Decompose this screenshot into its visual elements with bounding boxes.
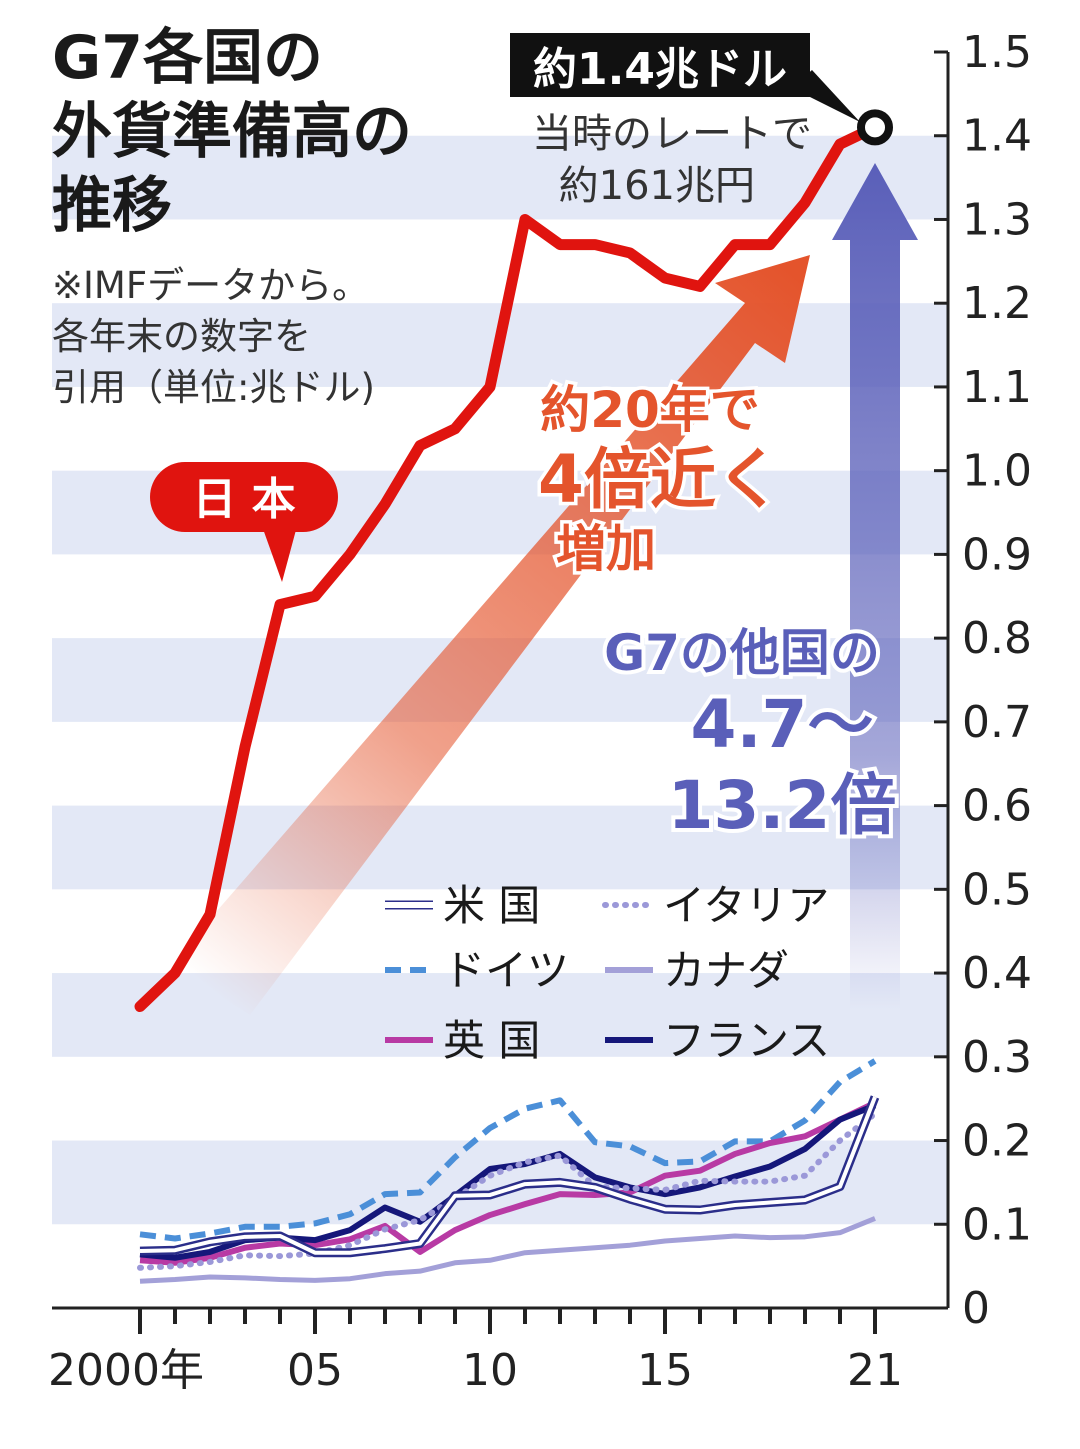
legend-item-フランス: フランス bbox=[605, 1016, 830, 1065]
bubble-text: 日 本 bbox=[192, 474, 295, 525]
blue-line-2: 4.7〜 bbox=[691, 686, 874, 763]
legend-label: 米 国 bbox=[443, 881, 540, 930]
peak-callout: 約1.4兆ドル 当時のレートで 約161兆円 bbox=[510, 33, 860, 209]
y-tick-label: 1.3 bbox=[962, 194, 1032, 245]
note-line-3: 引用（単位:兆ドル) bbox=[52, 366, 375, 409]
legend-label: 英 国 bbox=[443, 1016, 540, 1065]
orange-line-2: 4倍近く bbox=[538, 441, 782, 518]
note-line-1: ※IMFデータから。 bbox=[52, 264, 369, 307]
orange-line-1: 約20年で bbox=[540, 381, 760, 439]
x-tick-label: 21 bbox=[847, 1345, 903, 1396]
legend-item-イタリア: イタリア bbox=[602, 881, 829, 930]
y-tick-marks bbox=[934, 50, 948, 1310]
legend-label: カナダ bbox=[663, 946, 789, 995]
y-tick-label: 0 bbox=[962, 1283, 990, 1334]
y-tick-label: 0.5 bbox=[962, 864, 1032, 915]
japan-2021-marker bbox=[857, 109, 893, 146]
y-tick-label: 0.6 bbox=[962, 781, 1032, 832]
callout-label: 約1.4兆ドル bbox=[533, 44, 787, 95]
blue-multiple-arrow bbox=[832, 163, 918, 1012]
orange-line-3: 増加 bbox=[556, 520, 656, 578]
y-tick-labels: 0 0.1 0.2 0.3 0.4 0.5 0.6 0.7 0.8 0.9 1.0 1.1 1.2 1.3… bbox=[962, 27, 1032, 1334]
y-tick-label: 0.9 bbox=[962, 529, 1032, 580]
title-line-1: G7各国の bbox=[52, 23, 323, 93]
legend-item-ドイツ: ドイツ bbox=[385, 946, 569, 995]
series-line-日本 bbox=[134, 121, 881, 1013]
y-tick-label: 1.2 bbox=[962, 278, 1032, 329]
chart-title: G7各国の 外貨準備高の 推移 ※IMFデータから。 各年末の数字を 引用（単位… bbox=[52, 23, 412, 409]
legend-item-米国: 米 国 bbox=[385, 881, 540, 930]
x-tick-marks bbox=[138, 1308, 877, 1334]
y-tick-label: 0.7 bbox=[962, 697, 1032, 748]
x-tick-label: 15 bbox=[637, 1345, 693, 1396]
y-tick-label: 1.1 bbox=[962, 362, 1032, 413]
y-tick-label: 1.5 bbox=[962, 27, 1032, 78]
blue-annotation: G7の他国の 4.7〜 13.2倍 bbox=[600, 620, 900, 848]
legend-item-英国: 英 国 bbox=[385, 1016, 540, 1065]
series-line-英国 bbox=[139, 1100, 877, 1266]
series-lines bbox=[134, 121, 881, 1284]
grid-band bbox=[52, 805, 948, 890]
y-tick-label: 0.2 bbox=[962, 1116, 1032, 1167]
y-tick-label: 0.1 bbox=[962, 1199, 1032, 1250]
series-line-イタリア bbox=[137, 1110, 878, 1271]
x-tick-labels: 2000年 05 10 15 21 bbox=[48, 1345, 903, 1396]
legend-label: イタリア bbox=[663, 881, 829, 930]
callout-box bbox=[510, 33, 810, 97]
axes: 0 0.1 0.2 0.3 0.4 0.5 0.6 0.7 0.8 0.9 1.0 1.1 1.2 1.3… bbox=[48, 27, 1032, 1396]
y-tick-label: 0.8 bbox=[962, 613, 1032, 664]
orange-annotation: 約20年で 4倍近く 増加 bbox=[535, 378, 786, 582]
grid-band bbox=[52, 973, 948, 1057]
y-tick-label: 0.4 bbox=[962, 948, 1032, 999]
series-line-ドイツ bbox=[139, 1058, 877, 1242]
note-line-2: 各年末の数字を bbox=[52, 315, 311, 358]
legend-label: フランス bbox=[663, 1016, 830, 1065]
callout-note-2: 約161兆円 bbox=[559, 163, 755, 209]
y-tick-label: 1.4 bbox=[962, 111, 1032, 162]
legend-label: ドイツ bbox=[443, 946, 569, 995]
x-tick-label: 2000年 bbox=[48, 1345, 204, 1396]
callout-note-1: 当時のレートで bbox=[532, 111, 812, 157]
legend-item-カナダ: カナダ bbox=[605, 946, 789, 995]
y-tick-label: 0.3 bbox=[962, 1032, 1032, 1083]
x-tick-label: 10 bbox=[462, 1345, 518, 1396]
title-line-3: 推移 bbox=[52, 171, 172, 241]
x-tick-label: 05 bbox=[287, 1345, 343, 1396]
series-line-米国-inner bbox=[139, 1096, 877, 1255]
japan-label-bubble: 日 本 bbox=[150, 462, 338, 582]
blue-line-1: G7の他国の bbox=[604, 624, 880, 682]
blue-line-3: 13.2倍 bbox=[668, 767, 897, 844]
bubble-box bbox=[150, 462, 338, 532]
y-tick-label: 1.0 bbox=[962, 446, 1032, 497]
series-line-カナダ bbox=[139, 1216, 876, 1284]
annotation-arrows bbox=[170, 163, 918, 1015]
orange-growth-arrow bbox=[170, 255, 810, 1015]
title-line-2: 外貨準備高の bbox=[52, 97, 412, 167]
